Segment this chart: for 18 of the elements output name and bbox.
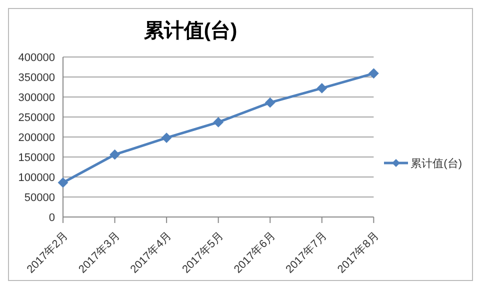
point [265, 98, 276, 108]
legend-label: 累计值(台) [410, 156, 462, 170]
point [58, 178, 68, 188]
y-tick-label: 300000 [18, 92, 55, 104]
point [110, 150, 120, 160]
y-tick-label: 400000 [18, 52, 55, 64]
y-tick-label: 0 [48, 212, 55, 224]
y-tick-label: 100000 [18, 172, 55, 184]
point [213, 117, 224, 128]
chart-title: 累计值(台) [142, 19, 238, 44]
point [162, 132, 172, 143]
point [368, 68, 379, 78]
y-tick-label: 250000 [18, 112, 55, 124]
y-tick-label: 150000 [18, 152, 55, 164]
y-tick-label: 200000 [18, 132, 55, 144]
y-tick-label: 50000 [24, 192, 55, 204]
y-tick-label: 350000 [18, 72, 55, 84]
point [316, 83, 327, 94]
